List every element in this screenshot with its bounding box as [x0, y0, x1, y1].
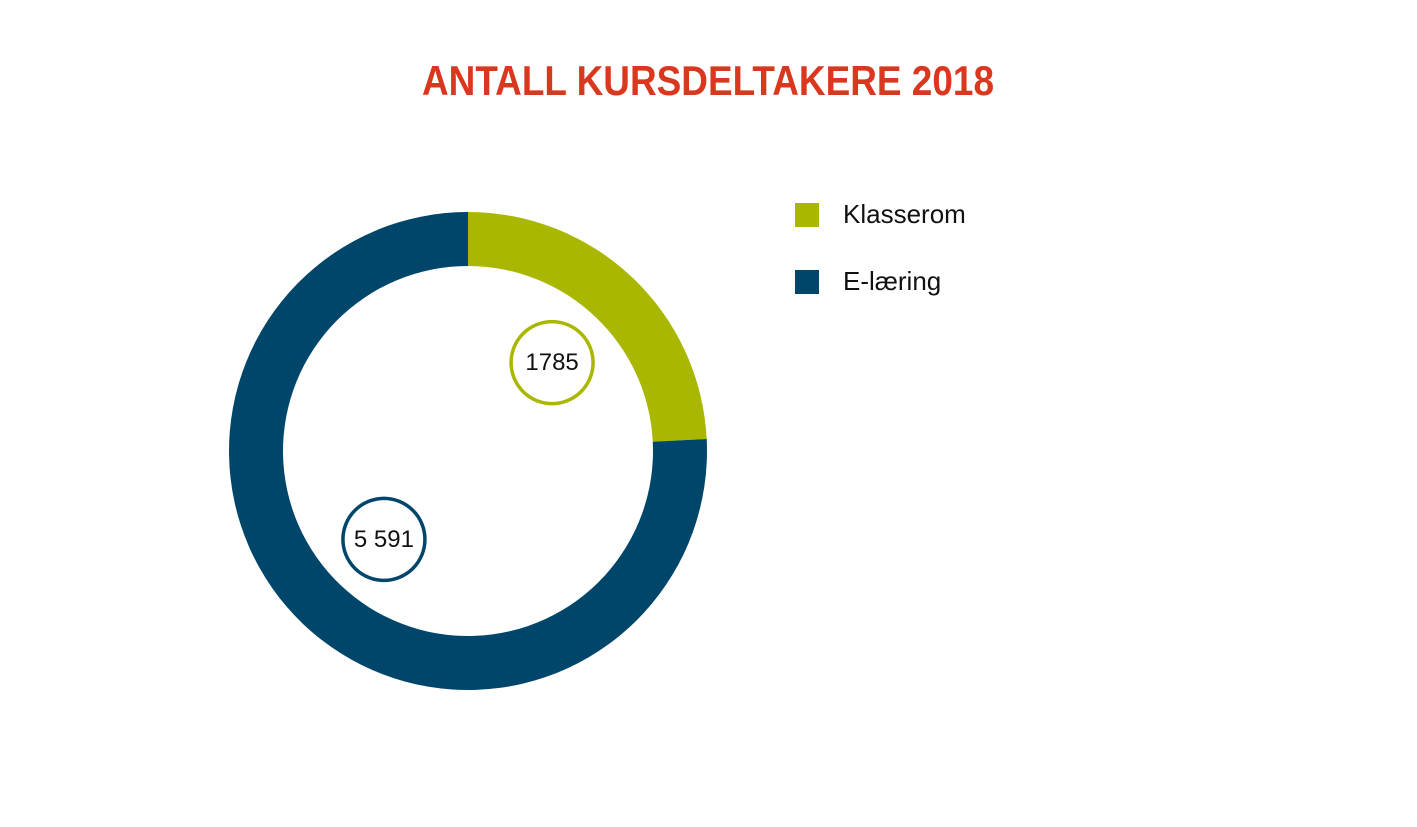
chart-title: ANTALL KURSDELTAKERE 2018 — [422, 57, 994, 104]
value-label-ring — [341, 496, 427, 583]
legend-label: E-læring — [843, 266, 941, 296]
legend-label: Klasserom — [843, 199, 966, 229]
donut-segment — [468, 212, 707, 442]
value-label: 1785 — [525, 349, 578, 376]
legend-swatch — [795, 270, 819, 294]
value-label-ring — [509, 319, 595, 406]
value-label: 5 591 — [354, 526, 414, 553]
legend-swatch — [795, 203, 819, 227]
